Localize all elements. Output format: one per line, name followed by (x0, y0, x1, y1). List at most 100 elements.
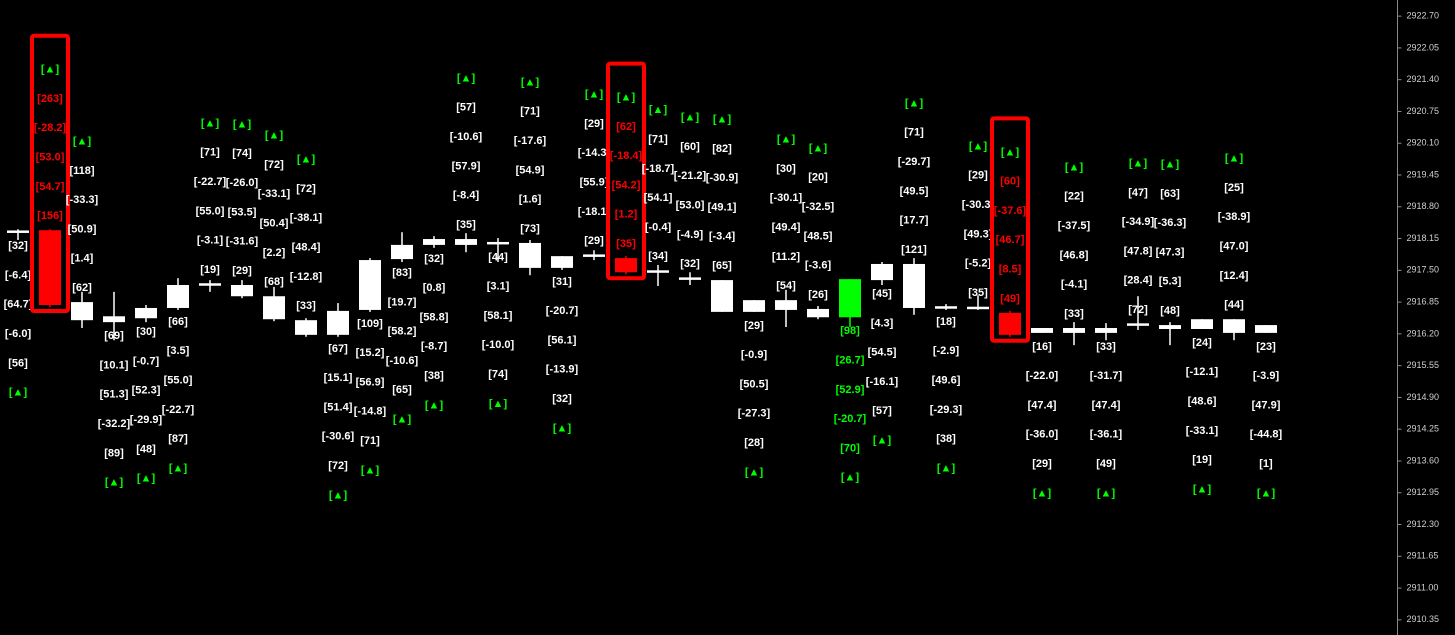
candle-label: [67] (328, 343, 348, 355)
candle-label: [-12.8] (290, 271, 323, 283)
candle-label: [74] (232, 148, 252, 160)
candle-label: [-30.3] (962, 199, 995, 211)
candle-body (423, 239, 445, 245)
arrow-label: [▲] (521, 76, 540, 88)
y-tick-label: 2912.30 (1407, 519, 1440, 529)
candle-label: [50.9] (68, 223, 97, 235)
arrow-label: [▲] (201, 117, 220, 129)
candle-body (327, 310, 349, 335)
candle-label: [24] (1192, 337, 1212, 349)
candle-label: [32] (8, 240, 28, 252)
candle-label: [48.6] (1188, 395, 1217, 407)
arrow-label: [▲] (937, 462, 956, 474)
candle-label: [28.4] (1124, 275, 1153, 287)
candle-label: [57] (456, 102, 476, 114)
candle-body (167, 284, 189, 308)
candle-label: [-14.3] (578, 147, 611, 159)
candle-label: [-14.8] (354, 406, 387, 418)
candle-label: [19] (200, 264, 220, 276)
y-tick-label: 2917.50 (1407, 265, 1440, 275)
candle-label: [82] (712, 143, 732, 155)
arrow-label: [▲] (1033, 487, 1052, 499)
candle-label: [54] (776, 280, 796, 292)
candle-label: [68] (264, 276, 284, 288)
candle-label: [-27.3] (738, 408, 771, 420)
candle-label: [23] (1256, 341, 1276, 353)
candle-label: [56.9] (356, 376, 385, 388)
candle-label: [-20.7] (546, 305, 579, 317)
candle-label: [-33.1] (1186, 425, 1219, 437)
candle-label: [-33.3] (66, 194, 99, 206)
candle-label: [-29.3] (930, 404, 963, 416)
candle-label: [-36.3] (1154, 217, 1187, 229)
candle-body (1031, 328, 1053, 333)
candle-label: [47.9] (1252, 399, 1281, 411)
arrow-label: [▲] (393, 413, 412, 425)
candle-body (583, 254, 605, 257)
arrow-label: [▲] (457, 72, 476, 84)
candle-label: [-31.6] (226, 236, 259, 248)
candle-label: [71] (904, 127, 924, 139)
candle-label: [38] (424, 370, 444, 382)
candle-body (455, 239, 477, 245)
y-tick-label: 2920.10 (1407, 138, 1440, 148)
candle-body (359, 260, 381, 310)
candle-label: [1] (1259, 458, 1273, 470)
candle-label: [50.4] (260, 218, 289, 230)
candle-label: [46.8] (1060, 249, 1089, 261)
y-tick-label: 2922.70 (1407, 11, 1440, 21)
candle-label: [71] (200, 147, 220, 159)
candle-body (295, 320, 317, 335)
candle-label: [-6.4] (5, 269, 32, 281)
candle-body (903, 263, 925, 308)
candle-label: [72] (328, 460, 348, 472)
arrow-label: [▲] (1129, 158, 1148, 170)
candle-label: [-3.9] (1253, 370, 1280, 382)
candle-body (967, 306, 989, 310)
candle-body (615, 258, 637, 273)
candle-label: [70] (840, 442, 860, 454)
candle-label: [60] (680, 141, 700, 153)
candle-label: [53.5] (228, 206, 257, 218)
candle-label: [49.1] (708, 201, 737, 213)
candle-label: [-36.0] (1026, 429, 1059, 441)
y-tick-label: 2914.90 (1407, 392, 1440, 402)
candle-label: [48.5] (804, 230, 833, 242)
arrow-label: [▲] (1001, 146, 1020, 158)
candle-label: [47.4] (1092, 399, 1121, 411)
candle-label: [15.2] (356, 347, 385, 359)
y-tick-label: 2915.55 (1407, 360, 1440, 370)
candle-label: [-18.4] (610, 150, 643, 162)
candle-label: [10.1] (100, 359, 129, 371)
arrow-label: [▲] (9, 387, 28, 399)
candle-label: [-0.9] (741, 349, 768, 361)
candle-label: [49.4] (772, 221, 801, 233)
candle-label: [12.4] (1220, 270, 1249, 282)
candle-body (551, 256, 573, 268)
y-tick-label: 2921.40 (1407, 74, 1440, 84)
arrow-label: [▲] (1257, 487, 1276, 499)
candle-label: [32] (680, 258, 700, 270)
candle-label: [44] (488, 251, 508, 263)
candle-label: [48] (136, 443, 156, 455)
candle-label: [83] (392, 267, 412, 279)
candle-label: [-30.6] (322, 431, 355, 443)
y-tick-label: 2911.00 (1407, 582, 1439, 592)
candle-body (39, 230, 61, 306)
candle-label: [47] (1128, 187, 1148, 199)
candle-label: [1.2] (615, 209, 638, 221)
y-tick-label: 2922.05 (1407, 42, 1440, 52)
candle-label: [-20.7] (834, 413, 867, 425)
arrow-label: [▲] (1161, 158, 1180, 170)
candle-label: [-38.9] (1218, 211, 1251, 223)
candle-body (807, 308, 829, 318)
candle-label: [55.0] (196, 205, 225, 217)
candle-label: [-32.5] (802, 201, 835, 213)
candle-label: [15.1] (324, 372, 353, 384)
candle-body (7, 230, 29, 233)
candle-label: [-34.9] (1122, 216, 1155, 228)
candle-label: [-22.7] (194, 176, 227, 188)
arrow-label: [▲] (585, 89, 604, 101)
candle-label: [109] (357, 318, 383, 330)
